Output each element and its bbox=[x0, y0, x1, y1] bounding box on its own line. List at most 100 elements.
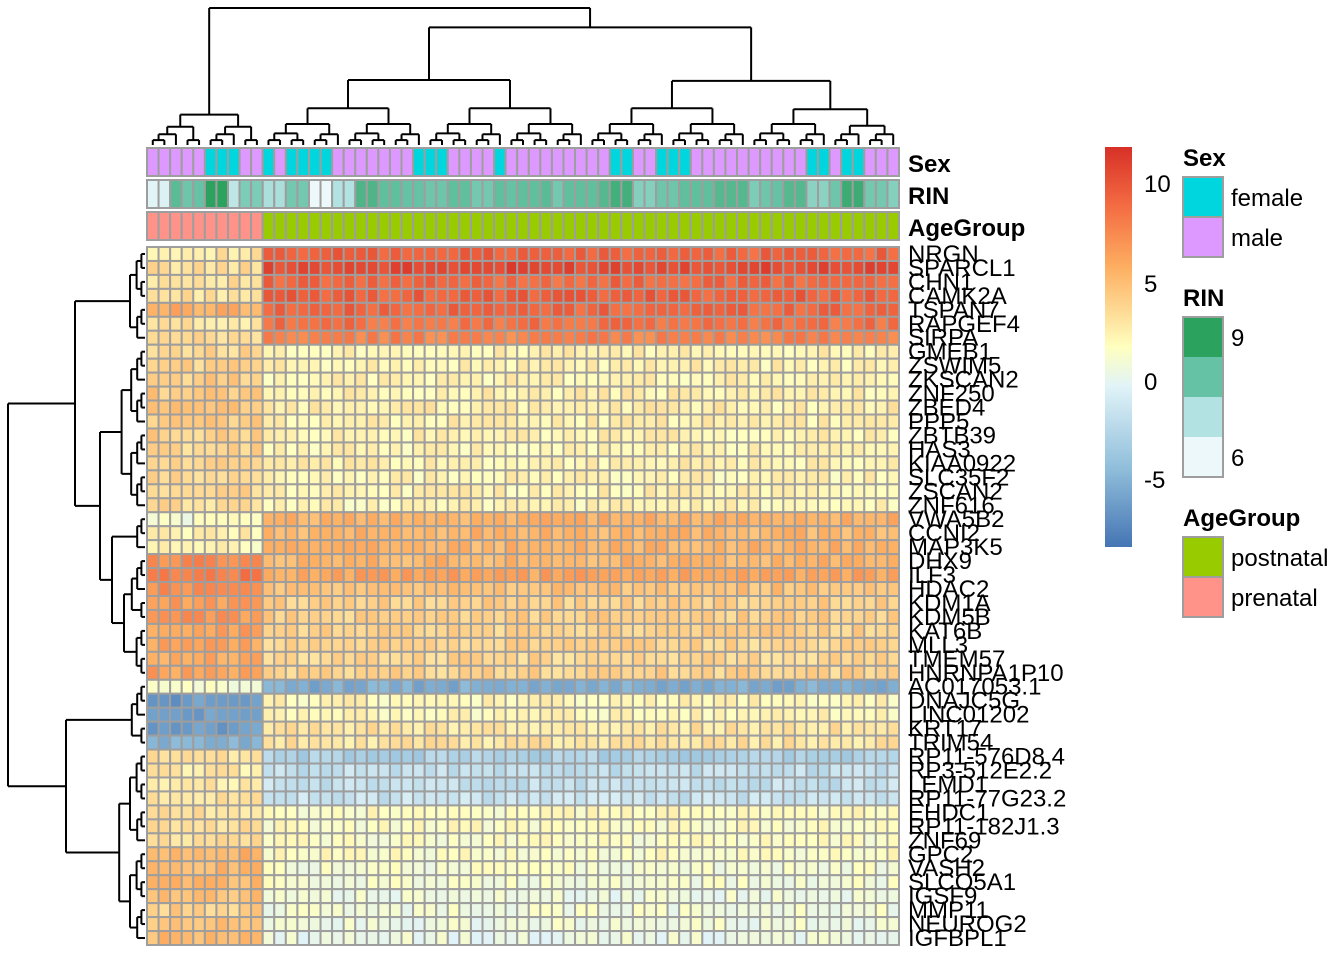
heatmap-cell bbox=[400, 930, 415, 946]
heatmap-cell bbox=[874, 553, 889, 570]
heatmap-cell bbox=[828, 622, 843, 639]
heatmap-cell bbox=[782, 734, 796, 751]
heatmap-cell bbox=[620, 567, 634, 584]
heatmap-cell bbox=[736, 441, 750, 458]
heatmap-cell bbox=[701, 762, 715, 779]
heatmap-cell bbox=[354, 622, 368, 639]
heatmap-cell bbox=[446, 860, 461, 877]
heatmap-cell bbox=[192, 804, 206, 821]
heatmap-cell bbox=[469, 650, 484, 667]
heatmap-cell bbox=[770, 315, 785, 332]
heatmap-cell bbox=[886, 818, 900, 835]
heatmap-cell bbox=[886, 357, 900, 374]
heatmap-cell bbox=[747, 246, 762, 262]
heatmap-cell bbox=[388, 664, 403, 681]
heatmap-cell bbox=[296, 902, 310, 919]
heatmap-cell bbox=[146, 399, 160, 416]
heatmap-cell bbox=[412, 664, 426, 681]
heatmap-cell bbox=[296, 343, 310, 360]
heatmap-cell bbox=[736, 511, 750, 528]
heatmap-cell bbox=[493, 343, 507, 360]
heatmap-cell bbox=[539, 608, 553, 625]
heatmap-cell bbox=[863, 427, 877, 444]
heatmap-cell bbox=[226, 371, 241, 388]
heatmap-cell bbox=[828, 371, 843, 388]
heatmap-cell bbox=[400, 567, 415, 584]
annotation-cell-rin bbox=[215, 179, 229, 209]
heatmap-cell bbox=[597, 832, 611, 849]
heatmap-cell bbox=[435, 622, 449, 639]
heatmap-cell bbox=[874, 664, 889, 681]
heatmap-cell bbox=[655, 902, 669, 919]
heatmap-cell bbox=[400, 287, 415, 304]
heatmap-cell bbox=[354, 608, 368, 625]
heatmap-cell bbox=[342, 776, 357, 793]
heatmap-cell bbox=[736, 567, 750, 584]
heatmap-cell bbox=[180, 762, 195, 779]
heatmap-cell bbox=[296, 916, 310, 933]
annotation-cell-sex bbox=[562, 147, 577, 177]
heatmap-cell bbox=[539, 888, 553, 905]
heatmap-cell bbox=[574, 734, 588, 751]
heatmap-cell bbox=[874, 469, 889, 486]
heatmap-cell bbox=[469, 720, 484, 737]
heatmap-cell bbox=[284, 497, 299, 514]
heatmap-cell bbox=[597, 455, 611, 472]
heatmap-cell bbox=[331, 930, 345, 946]
heatmap-cell bbox=[226, 581, 241, 597]
heatmap-cell bbox=[203, 301, 218, 318]
heatmap-cell bbox=[435, 287, 449, 304]
heatmap-cell bbox=[643, 259, 658, 276]
heatmap-cell bbox=[655, 888, 669, 905]
heatmap-cell bbox=[793, 469, 808, 486]
heatmap-cell bbox=[377, 273, 391, 290]
heatmap-cell bbox=[169, 259, 183, 276]
heatmap-cell bbox=[886, 902, 900, 919]
heatmap-cell bbox=[817, 692, 831, 709]
heatmap-cell bbox=[192, 455, 206, 472]
heatmap-cell bbox=[435, 804, 449, 821]
heatmap-cell bbox=[793, 720, 808, 737]
heatmap-cell bbox=[527, 315, 542, 332]
heatmap-cell bbox=[146, 706, 160, 723]
heatmap-cell bbox=[608, 413, 623, 430]
heatmap-cell bbox=[377, 567, 391, 584]
heatmap-cell bbox=[585, 371, 600, 388]
annotation-cell-agegroup bbox=[805, 211, 820, 241]
heatmap-cell bbox=[226, 329, 241, 346]
heatmap-cell bbox=[655, 706, 669, 723]
heatmap-cell bbox=[863, 832, 877, 849]
heatmap-cell bbox=[250, 273, 264, 290]
heatmap-cell bbox=[146, 469, 160, 486]
annotation-cell-rin bbox=[203, 179, 218, 209]
heatmap-cell bbox=[296, 790, 310, 807]
heatmap-cell bbox=[817, 664, 831, 681]
heatmap-cell bbox=[469, 608, 484, 625]
heatmap-cell bbox=[250, 595, 264, 611]
heatmap-cell bbox=[493, 902, 507, 919]
heatmap-cell bbox=[863, 455, 877, 472]
heatmap-cell bbox=[377, 343, 391, 360]
heatmap-cell bbox=[782, 748, 796, 765]
heatmap-cell bbox=[759, 427, 773, 444]
heatmap-cell bbox=[226, 343, 241, 360]
heatmap-cell bbox=[273, 720, 287, 737]
heatmap-cell bbox=[585, 595, 600, 611]
heatmap-cell bbox=[412, 525, 426, 542]
annotation-cell-sex bbox=[678, 147, 692, 177]
gene-label: ZSCAN2 bbox=[908, 478, 1003, 505]
heatmap-cell bbox=[643, 818, 658, 835]
heatmap-cell bbox=[412, 539, 426, 556]
heatmap-cell bbox=[782, 497, 796, 514]
rin-legend: RIN 9 6 bbox=[1182, 285, 1244, 478]
heatmap-cell bbox=[840, 301, 854, 318]
heatmap-cell bbox=[678, 581, 692, 597]
heatmap-cell bbox=[354, 720, 368, 737]
heatmap-cell bbox=[504, 497, 519, 514]
heatmap-cell bbox=[203, 371, 218, 388]
heatmap-cell bbox=[388, 455, 403, 472]
heatmap-cell bbox=[180, 441, 195, 458]
heatmap-cell bbox=[388, 748, 403, 765]
heatmap-cell bbox=[493, 497, 507, 514]
heatmap-cell bbox=[689, 469, 704, 486]
